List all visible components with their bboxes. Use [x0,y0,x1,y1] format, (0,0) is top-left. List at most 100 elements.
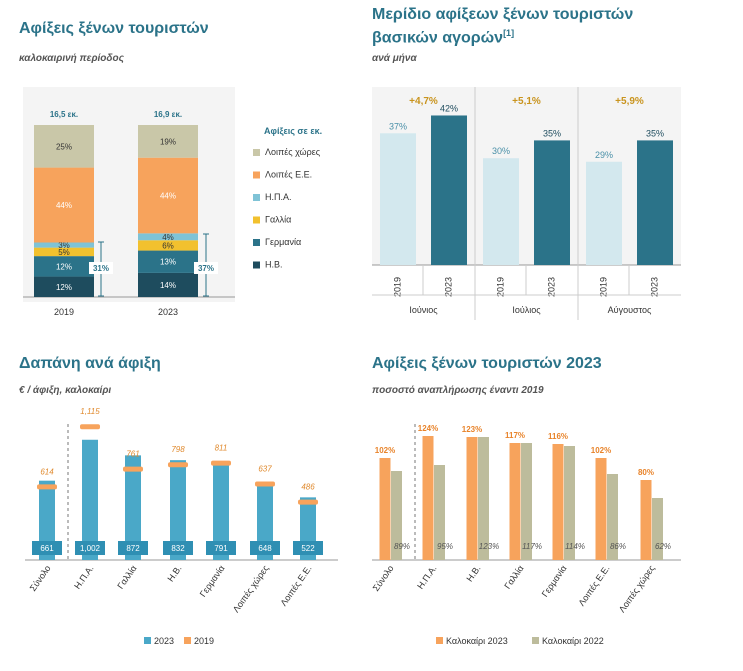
chart2-year-label: 2019 [392,277,402,297]
chart2-bar [483,158,519,265]
chart1-segment-label: 5% [58,248,70,257]
chart3-legend-swatch-2019 [184,637,191,644]
chart3-value-label-2019: 798 [171,445,185,454]
chart1-segment-label: 12% [56,262,72,271]
chart3-marker-2019 [211,460,231,466]
chart4-bar-2022 [521,443,532,560]
chart2-bar [380,133,416,265]
chart3-value-label-2023: 661 [40,544,54,553]
chart1-bracket-label: 31% [93,264,109,273]
chart3-bar-2023 [257,482,273,560]
chart1-category-label: 2023 [158,307,178,317]
chart2-month-label: Ιούλιος [512,305,541,315]
chart2-plot-bg [372,87,681,265]
chart4-category-label: Λοιπές Ε.Ε. [576,563,611,607]
chart3-value-box [32,541,62,555]
chart1-segment-label: 4% [162,233,174,242]
chart3-value-box [206,541,236,555]
chart4-value-label-2023: 123% [462,425,482,434]
chart2-change-label: +4,7% [409,96,438,107]
chart1-legend-label: Λοιπές Ε.Ε. [265,170,312,180]
chart1-segment-label: 3% [58,241,70,250]
chart2-bar-label: 42% [440,103,458,113]
chart1-bar-segment [34,276,94,297]
chart4-bar-2022 [434,465,445,560]
chart4-value-label-2022: 89% [394,542,410,551]
chart4-value-label-2022: 117% [522,542,542,551]
chart1-legend-title: Αφίξεις σε εκ. [264,126,322,136]
chart1-legend-swatch [253,149,260,156]
chart4-category-label: Λοιπές χώρες [617,563,657,614]
chart4-bar-2023 [509,443,521,560]
chart4-bar-2023 [466,437,478,560]
p2-subtitle: ανά μήνα [372,53,417,64]
chart2-bar-label: 29% [595,150,613,160]
chart1-legend-swatch [253,216,260,224]
chart4-bar-2023 [422,436,434,560]
chart3-category-label: Η.Π.Α. [72,563,95,590]
chart1-segment-label: 25% [56,142,72,151]
chart1-segment-label: 44% [160,192,176,201]
chart1-legend-label: Η.Β. [265,260,283,270]
chart4-value-label-2023: 116% [548,432,568,441]
chart3-category-label: Λοιπές Ε.Ε. [278,563,313,607]
chart3-bar-2023 [82,439,98,560]
chart3-marker-2019 [80,424,100,430]
chart3-legend-label-2023: 2023 [154,636,174,646]
chart4-category-label: Σύνολο [371,563,396,593]
chart4-bar-2022 [607,474,618,560]
chart3-value-label-2019: 486 [301,483,315,492]
chart1-bar-segment [138,233,198,241]
chart3-category-label: Γαλλία [115,563,138,590]
chart4-value-label-2023: 124% [418,424,438,433]
chart1-total-label: 16,5 εκ. [50,110,78,119]
chart1-legend-swatch [253,261,260,269]
chart3-value-label-2019: 761 [126,450,139,459]
p2-title: Μερίδιο αφίξεων ξένων τουριστών βασικών … [372,5,633,47]
chart1-legend-label: Λοιπές χώρες [265,147,321,157]
chart1-bracket-label: 37% [198,264,214,273]
p1-title: Αφίξεις ξένων τουριστών [19,20,209,37]
chart3-marker-2019 [123,466,143,472]
chart2-bar-label: 35% [543,128,561,138]
chart4-value-label-2022: 86% [610,542,626,551]
chart4-bar-2022 [564,446,575,560]
chart3-value-label-2023: 1,002 [80,544,101,553]
chart1-category-label: 2019 [54,307,74,317]
chart4-category-label: Η.Β. [464,563,482,583]
chart3-category-label: Η.Β. [165,563,183,583]
chart1-bar-segment [138,250,198,273]
chart2-change-label: +5,1% [512,96,541,107]
chart4-value-label-2022: 95% [437,542,453,551]
chart3-value-label-2019: 637 [258,465,272,474]
chart4-legend-label-2022: Καλοκαίρι 2022 [542,636,604,646]
chart1-legend-label: Γαλλία [265,215,291,225]
chart1-bracket-label-bg [194,262,218,274]
chart1-bar-segment [34,256,94,277]
chart1-bar-segment [34,247,94,257]
chart1-segment-label: 6% [162,241,174,250]
chart3-category-label: Λοιπές χώρες [231,563,271,614]
chart3-value-label-2019: 811 [215,444,228,453]
chart3-marker-2019 [298,499,318,505]
chart3-value-box [118,541,148,555]
chart4-value-label-2023: 102% [375,446,395,455]
chart2-month-label: Ιούνιος [409,305,438,315]
chart4-legend-label-2023: Καλοκαίρι 2023 [446,636,508,646]
chart4-bar-2023 [640,480,652,560]
chart1-segment-label: 13% [160,258,176,267]
chart1-bar-segment [138,157,198,234]
p4-subtitle: ποσοστό αναπλήρωσης έναντι 2019 [372,385,544,396]
chart1-bar-segment [34,125,94,168]
p2-title-line1: Μερίδιο αφίξεων ξένων τουριστών [372,6,634,23]
chart4-value-label-2023: 117% [505,431,525,440]
chart2-change-label: +5,9% [615,96,644,107]
chart3-bar-2023 [213,465,229,560]
chart1-legend-label: Γερμανία [265,237,301,247]
chart2-year-label: 2019 [598,277,608,297]
chart4-bar-2023 [595,458,607,560]
p2-title-footnote: [1] [503,28,515,38]
chart1-segment-label: 44% [56,201,72,210]
chart2-bar [534,140,570,265]
chart4-bar-2022 [652,498,663,560]
